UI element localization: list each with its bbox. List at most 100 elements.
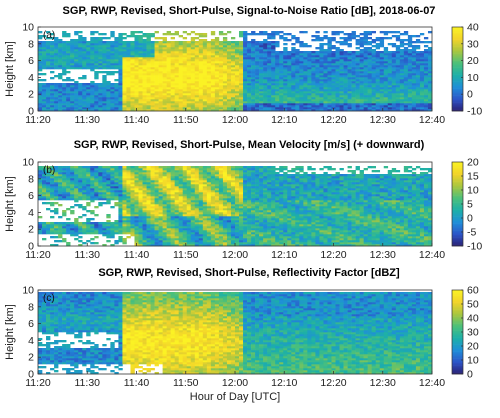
heatmap-cell (210, 79, 216, 82)
heatmap-cell (62, 198, 67, 201)
heatmap-cell (174, 47, 180, 50)
heatmap-cell (239, 67, 244, 70)
heatmap-cell (375, 87, 381, 90)
heatmap-cell (218, 89, 224, 92)
heatmap-cell (407, 99, 413, 102)
heatmap-cell (146, 49, 151, 52)
heatmap-cell (399, 69, 405, 72)
heatmap-cell (198, 214, 204, 217)
heatmap-cell (194, 63, 200, 66)
heatmap-cell (275, 75, 280, 78)
heatmap-cell (375, 101, 381, 104)
heatmap-cell (78, 83, 83, 86)
heatmap-cell (287, 75, 292, 78)
heatmap-cell (114, 45, 119, 48)
heatmap-cell (126, 65, 131, 68)
heatmap-cell (190, 87, 196, 90)
heatmap-cell (42, 85, 47, 88)
heatmap-cell (178, 57, 184, 60)
heatmap-cell (166, 204, 171, 207)
heatmap-cell (138, 35, 143, 38)
heatmap-cell (331, 93, 336, 96)
heatmap-cell (142, 176, 147, 179)
heatmap-cell (371, 81, 377, 84)
heatmap-cell (94, 105, 99, 108)
heatmap-cell (170, 188, 175, 191)
heatmap-cell (118, 103, 123, 106)
heatmap-cell (271, 51, 276, 54)
heatmap-cell (118, 206, 123, 209)
heatmap-cell (403, 81, 409, 84)
heatmap-cell (331, 99, 336, 102)
heatmap-cell (379, 61, 385, 64)
heatmap-cell (106, 55, 111, 58)
heatmap-cell (154, 198, 159, 201)
heatmap-cell (327, 59, 332, 62)
heatmap-cell (170, 174, 175, 177)
heatmap-cell (218, 105, 224, 108)
heatmap-cell (263, 33, 268, 36)
heatmap-cell (98, 194, 103, 197)
heatmap-cell (170, 51, 175, 54)
heatmap-cell (138, 71, 143, 74)
heatmap-cell (247, 69, 252, 72)
heatmap-cell (90, 192, 95, 195)
heatmap-cell (343, 95, 348, 98)
heatmap-cell (210, 91, 216, 94)
heatmap-cell (146, 220, 151, 223)
heatmap-cell (247, 63, 252, 66)
heatmap-cell (359, 37, 364, 40)
heatmap-cell (182, 83, 188, 86)
heatmap-cell (150, 33, 155, 36)
heatmap-cell (126, 214, 131, 217)
heatmap-cell (327, 75, 332, 78)
heatmap-cell (134, 75, 139, 78)
heatmap-cell (387, 53, 393, 56)
heatmap-cell (355, 91, 360, 94)
heatmap-cell (247, 97, 252, 100)
heatmap-cell (367, 65, 372, 68)
heatmap-cell (367, 73, 372, 76)
heatmap-cell (90, 182, 95, 185)
heatmap-cell (174, 238, 180, 241)
heatmap-cell (158, 184, 163, 187)
heatmap-cell (174, 77, 180, 80)
heatmap-cell (307, 71, 312, 74)
heatmap-cell (222, 71, 228, 74)
heatmap-cell (403, 61, 409, 64)
heatmap-cell (247, 51, 252, 54)
heatmap-cell (166, 222, 171, 225)
heatmap-cell (403, 97, 409, 100)
heatmap-cell (295, 57, 300, 60)
heatmap-cell (98, 83, 103, 86)
heatmap-cell (230, 105, 236, 108)
heatmap-cell (222, 105, 228, 108)
heatmap-cell (347, 81, 352, 84)
heatmap-cell (166, 234, 171, 237)
heatmap-cell (247, 67, 252, 70)
heatmap-cell (287, 57, 292, 60)
heatmap-cell (239, 45, 244, 48)
heatmap-cell (210, 99, 216, 102)
heatmap-cell (150, 47, 155, 50)
heatmap-cell (395, 69, 401, 72)
heatmap-cell (70, 194, 75, 197)
heatmap-cell (138, 178, 143, 181)
heatmap-cell (142, 107, 147, 110)
heatmap-cell (226, 95, 232, 98)
heatmap-cell (351, 85, 356, 88)
heatmap-cell (154, 101, 159, 104)
heatmap-cell (411, 55, 417, 58)
heatmap-cell (263, 67, 268, 70)
heatmap-cell (70, 55, 75, 58)
heatmap-cell (106, 47, 111, 50)
heatmap-cell (359, 75, 364, 78)
heatmap-cell (371, 39, 377, 42)
heatmap-cell (339, 89, 344, 92)
heatmap-cell (206, 89, 212, 92)
heatmap-cell (154, 206, 159, 209)
heatmap-cell (62, 182, 67, 185)
heatmap-cell (243, 41, 248, 44)
heatmap-cell (247, 89, 252, 92)
heatmap-cell (419, 87, 425, 90)
